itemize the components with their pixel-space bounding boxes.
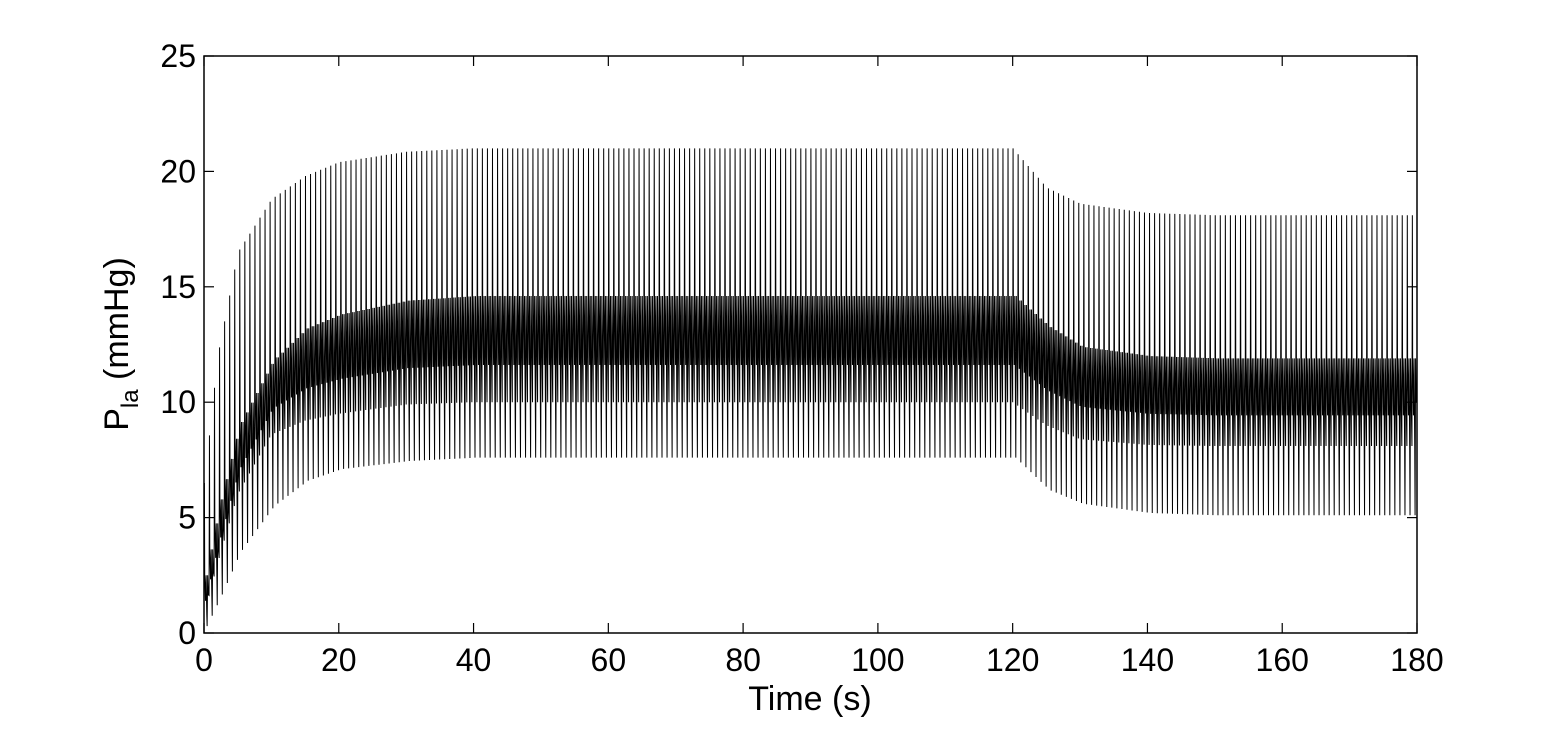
x-tick-label: 0 [195,642,213,678]
series-line [203,148,1417,627]
x-tick-label: 40 [456,642,492,678]
y-axis-ticks: 0 5 10 15 20 25 [160,38,1417,651]
y-axis-title-unit: (mmHg) [98,257,136,389]
x-tick-label: 60 [591,642,627,678]
y-tick-label: 20 [160,153,196,189]
x-tick-label: 80 [725,642,761,678]
y-tick-label: 5 [178,500,196,536]
x-tick-label: 20 [321,642,357,678]
x-tick-label: 100 [851,642,904,678]
y-axis-title: Pla (mmHg) [98,257,144,431]
x-tick-label: 140 [1121,642,1174,678]
plot-area-frame [203,55,1418,634]
y-tick-label: 10 [160,384,196,420]
x-axis-ticks: 0 20 40 60 80 100 120 140 160 180 [195,56,1444,678]
x-axis-title: Time (s) [748,680,871,718]
y-tick-label: 25 [160,38,196,74]
x-tick-label: 180 [1390,642,1443,678]
x-tick-label: 120 [986,642,1039,678]
y-tick-label: 0 [178,615,196,651]
y-tick-label: 15 [160,269,196,305]
series-layer [203,148,1417,627]
y-axis-title-main: P [98,408,136,431]
y-axis-title-subscript: la [117,389,144,408]
x-tick-label: 160 [1256,642,1309,678]
